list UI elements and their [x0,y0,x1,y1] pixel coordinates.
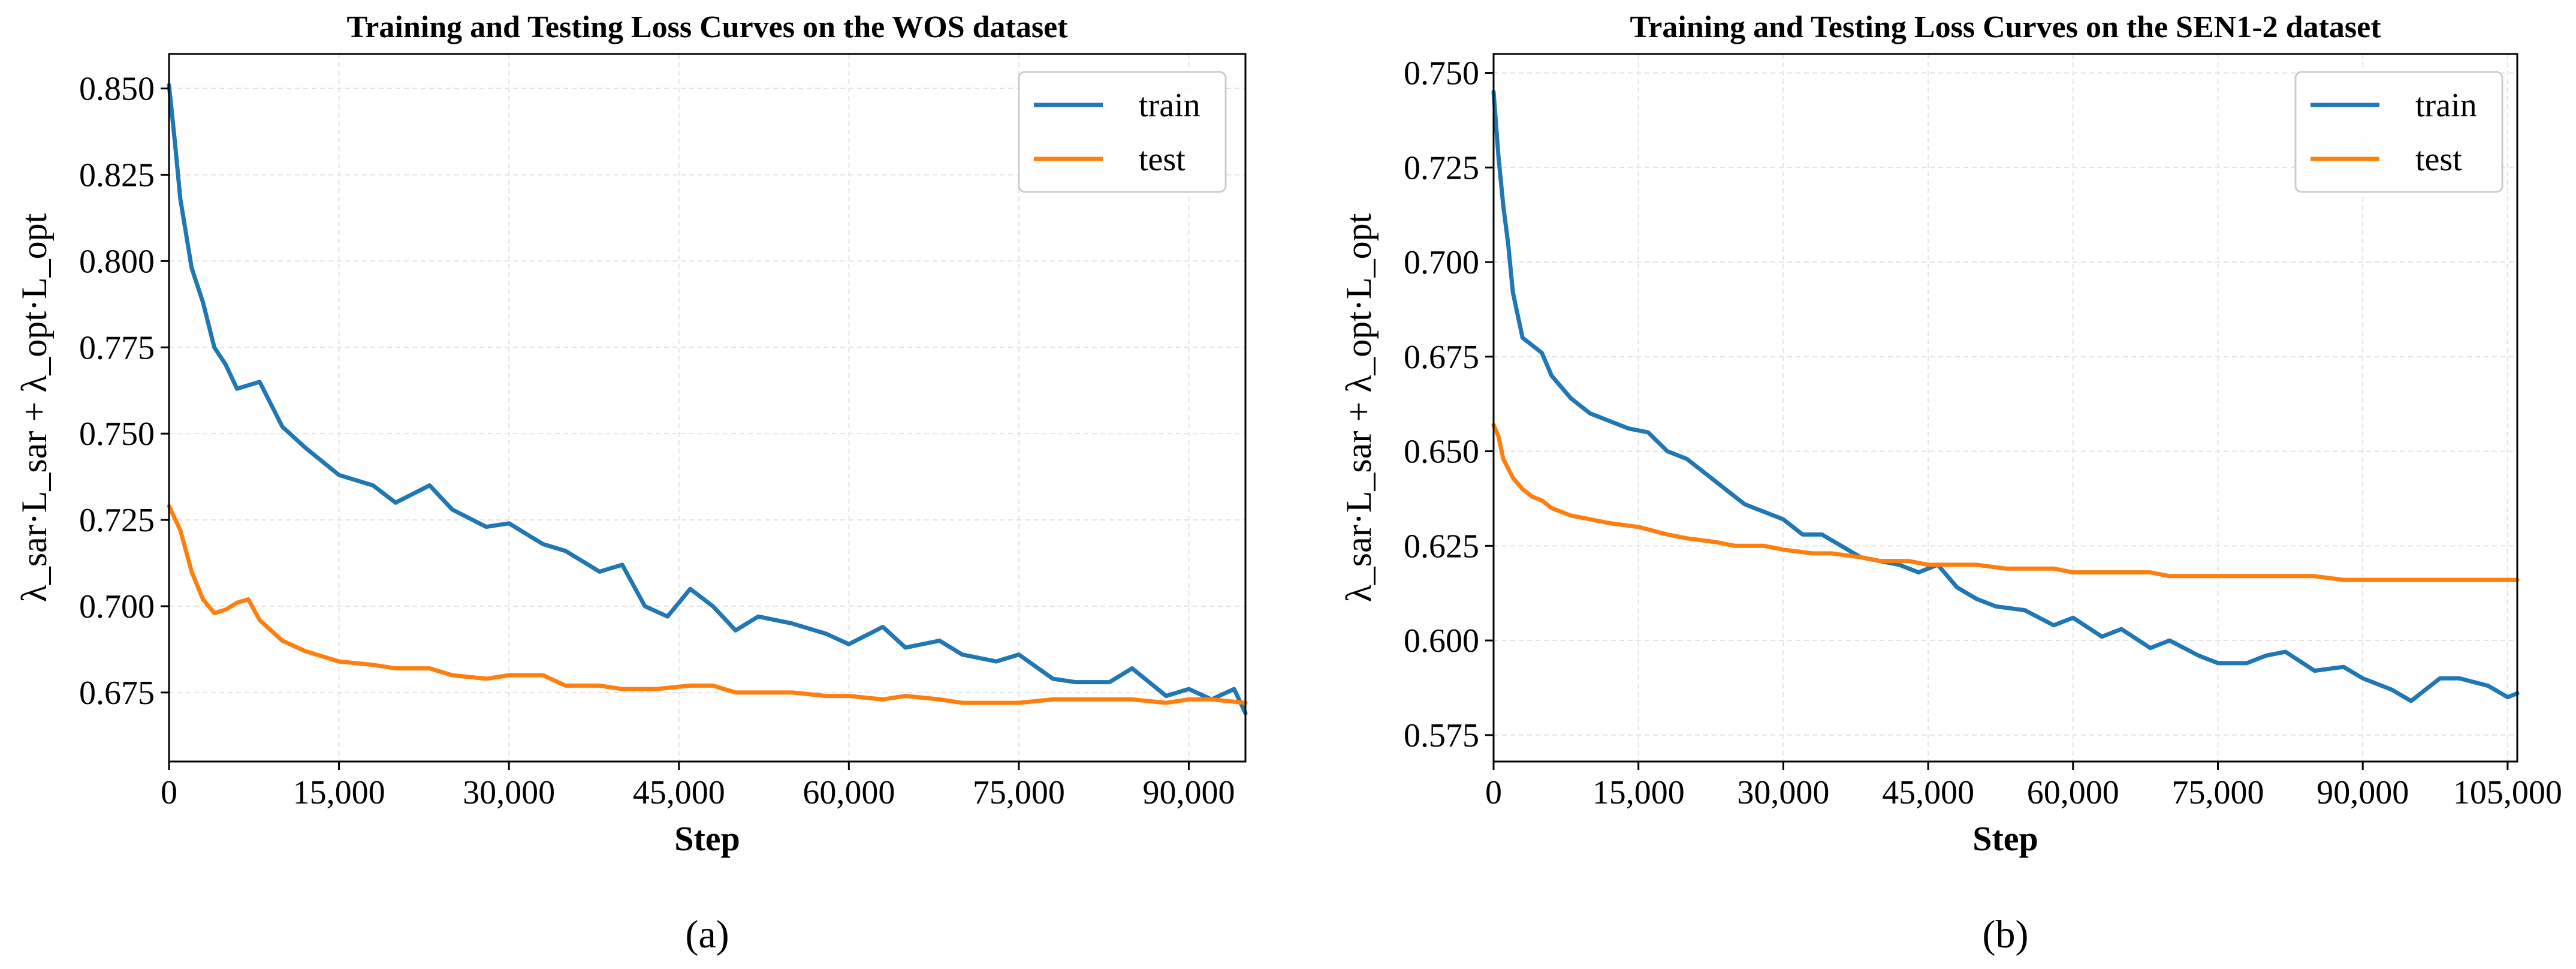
sen12-ytick-label: 0.600 [1404,622,1479,660]
sen12-xtick-label: 45,000 [1882,774,1974,811]
sen12-ytick-label: 0.625 [1404,528,1479,565]
wos-legend-label-test: test [1139,141,1186,178]
sen12-chart-title: Training and Testing Loss Curves on the … [1630,10,2381,44]
wos-ytick-label: 0.750 [79,416,155,453]
wos-ytick-label: 0.800 [79,243,155,280]
sen12-grid [1493,54,2517,762]
sen12-xtick-label: 30,000 [1737,774,1829,811]
sen12-x-axis-label: Step [1972,819,2038,858]
sen12-ytick-label: 0.675 [1404,339,1479,376]
wos-series-test-line [167,504,1248,705]
sen12-ytick-label: 0.700 [1404,244,1479,281]
sen12-caption: (b) [1983,913,2029,956]
sen12-plot-frame [1492,53,2518,763]
wos-xtick-label: 15,000 [293,774,385,811]
wos-plot-frame [168,53,1247,763]
sen12-legend-box [2294,71,2503,193]
wos-xtick-label: 90,000 [1142,774,1235,811]
sen12-ytick-label: 0.575 [1404,717,1479,754]
wos-chart-title: Training and Testing Loss Curves on the … [346,10,1068,44]
chart-wos-loss: 0 15,000 30,000 45,000 60,000 75,000 90,000 0.6… [14,10,1248,956]
wos-ytick-label: 0.825 [79,157,155,194]
sen12-legend-label-train: train [2415,87,2477,124]
sen12-ytick-label: 0.650 [1404,434,1479,471]
wos-ytick-label: 0.775 [79,329,155,366]
sen12-series-train-line [1491,89,2520,703]
sen12-xtick-label: 0 [1485,774,1502,811]
sen12-xtick-label: 15,000 [1592,774,1685,811]
wos-legend: train test [1018,71,1227,193]
chart-sen12-loss: 0 15,000 30,000 45,000 60,000 75,000 90,000 105… [1339,10,2562,956]
wos-series-train-line [167,83,1248,715]
wos-ytick-label: 0.850 [79,71,155,108]
wos-xtick-label: 45,000 [633,774,725,811]
sen12-y-axis-label: λ_sar·L_sar + λ_opt·L_opt [1339,213,1379,602]
wos-xtick-label: 0 [161,774,177,811]
sen12-xtick-label: 75,000 [2171,774,2264,811]
wos-ytick-label: 0.700 [79,588,155,625]
wos-x-axis-label: Step [674,819,740,858]
wos-legend-box [1018,71,1227,193]
sen12-xtick-label: 105,000 [2453,774,2562,811]
wos-legend-label-train: train [1139,87,1200,124]
sen12-xtick-label: 90,000 [2316,774,2409,811]
wos-xtick-label: 60,000 [803,774,895,811]
wos-y-axis-label: λ_sar·L_sar + λ_opt·L_opt [14,213,54,602]
wos-xtick-label: 30,000 [463,774,555,811]
wos-ytick-label: 0.725 [79,502,155,539]
sen12-ytick-label: 0.750 [1404,55,1479,92]
wos-caption: (a) [685,913,729,956]
sen12-series-test-line [1491,422,2520,582]
wos-xtick-label: 75,000 [973,774,1065,811]
sen12-legend: train test [2294,71,2503,193]
sen12-legend-label-test: test [2415,141,2462,178]
sen12-ytick-label: 0.725 [1404,149,1479,186]
sen12-xtick-label: 60,000 [2027,774,2119,811]
wos-ytick-label: 0.675 [79,675,155,712]
